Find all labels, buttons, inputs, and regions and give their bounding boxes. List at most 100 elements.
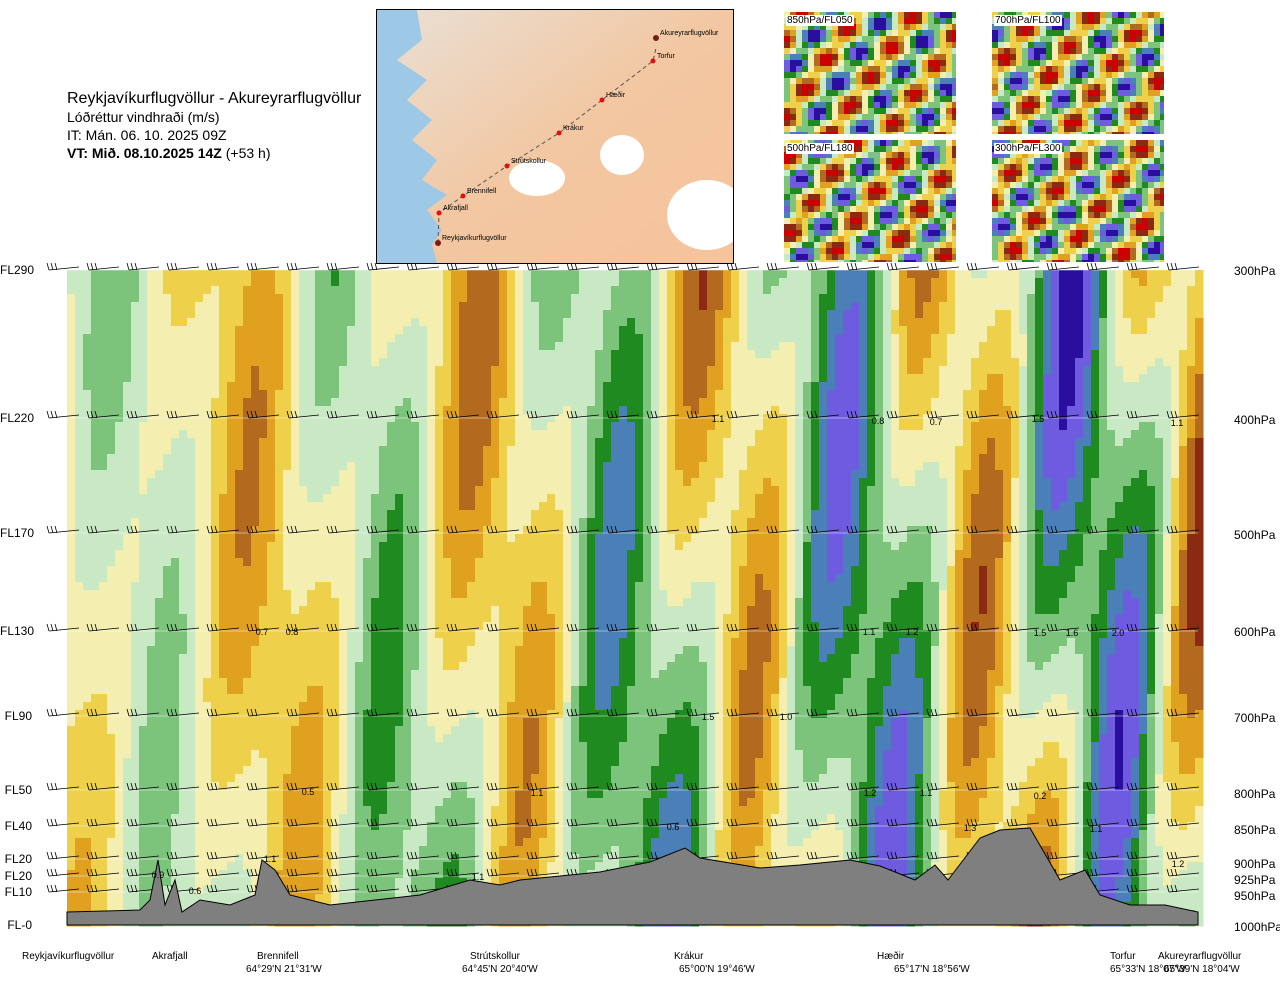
panel-field-cell xyxy=(826,212,833,219)
panel-field-cell xyxy=(790,42,797,49)
field-cell xyxy=(291,790,300,799)
panel-field-cell xyxy=(910,146,917,153)
field-cell xyxy=(107,638,116,647)
field-cell xyxy=(307,638,316,647)
panel-field-cell xyxy=(1154,60,1161,67)
panel-500-field xyxy=(784,140,959,267)
field-cell xyxy=(299,734,308,743)
panel-field-cell xyxy=(856,170,863,177)
field-cell xyxy=(179,422,188,431)
field-cell xyxy=(203,406,212,415)
field-cell xyxy=(83,742,92,751)
panel-field-cell xyxy=(1130,42,1137,49)
field-cell xyxy=(307,566,316,575)
field-cell xyxy=(211,630,220,639)
field-cell xyxy=(243,846,252,855)
field-cell xyxy=(227,774,236,783)
panel-field-cell xyxy=(898,66,905,73)
field-cell xyxy=(243,534,252,543)
field-cell xyxy=(83,454,92,463)
panel-field-cell xyxy=(946,152,953,159)
field-cell xyxy=(195,430,204,439)
panel-field-cell xyxy=(808,200,815,207)
field-cell xyxy=(283,742,292,751)
panel-field-cell xyxy=(856,158,863,165)
panel-field-cell xyxy=(1058,102,1065,109)
panel-field-cell xyxy=(1016,152,1023,159)
panel-field-cell xyxy=(1016,132,1023,139)
panel-field-cell xyxy=(1082,236,1089,243)
field-cell xyxy=(131,518,140,527)
field-cell xyxy=(299,654,308,663)
field-cell xyxy=(131,782,140,791)
field-cell xyxy=(139,478,148,487)
field-cell xyxy=(107,694,116,703)
panel-field-cell xyxy=(826,54,833,61)
field-cell xyxy=(219,734,228,743)
panel-field-cell xyxy=(826,218,833,225)
field-cell xyxy=(99,270,108,279)
panel-field-cell xyxy=(1154,188,1161,195)
field-cell xyxy=(243,694,252,703)
field-cell xyxy=(171,718,180,727)
field-cell xyxy=(267,478,276,487)
panel-field-cell xyxy=(862,188,869,195)
field-cell xyxy=(131,310,140,319)
panel-field-cell xyxy=(1100,200,1107,207)
panel-field-cell xyxy=(946,200,953,207)
panel-field-cell xyxy=(1028,96,1035,103)
field-cell xyxy=(227,758,236,767)
field-cell xyxy=(99,894,108,903)
panel-field-cell xyxy=(1136,30,1143,37)
field-cell xyxy=(299,406,308,415)
field-cell xyxy=(195,870,204,879)
panel-field-cell xyxy=(850,126,857,133)
panel-field-cell xyxy=(1082,108,1089,115)
field-cell xyxy=(299,398,308,407)
panel-field-cell xyxy=(1004,96,1011,103)
panel-field-cell xyxy=(1070,96,1077,103)
panel-field-cell xyxy=(928,96,935,103)
field-cell xyxy=(275,846,284,855)
field-cell xyxy=(131,678,140,687)
panel-field-cell xyxy=(1106,36,1113,43)
panel-field-cell xyxy=(1058,120,1065,127)
panel-field-cell xyxy=(862,230,869,237)
panel-field-cell xyxy=(928,120,935,127)
field-cell xyxy=(235,630,244,639)
panel-field-cell xyxy=(1004,182,1011,189)
waypoint-label: Akrafjall xyxy=(443,205,468,212)
panel-field-cell xyxy=(802,84,809,91)
field-cell xyxy=(179,830,188,839)
field-cell xyxy=(91,894,100,903)
field-cell xyxy=(243,430,252,439)
field-cell xyxy=(219,534,228,543)
panel-field-cell xyxy=(1136,218,1143,225)
field-cell xyxy=(99,726,108,735)
panel-field-cell xyxy=(886,42,893,49)
panel-field-cell xyxy=(1040,30,1047,37)
field-cell xyxy=(123,446,132,455)
panel-field-cell xyxy=(808,188,815,195)
panel-field-cell xyxy=(898,224,905,231)
field-cell xyxy=(203,830,212,839)
field-cell xyxy=(219,334,228,343)
panel-field-cell xyxy=(1040,96,1047,103)
panel-field-cell xyxy=(862,164,869,171)
panel-field-cell xyxy=(880,108,887,115)
panel-field-cell xyxy=(1028,90,1035,97)
panel-field-cell xyxy=(1064,126,1071,133)
panel-field-cell xyxy=(1094,236,1101,243)
field-cell xyxy=(99,518,108,527)
field-cell xyxy=(235,654,244,663)
panel-field-cell xyxy=(1082,224,1089,231)
field-cell xyxy=(251,414,260,423)
field-cell xyxy=(67,614,76,623)
panel-field-cell xyxy=(898,230,905,237)
field-cell xyxy=(131,414,140,423)
field-cell xyxy=(123,550,132,559)
field-cell xyxy=(195,422,204,431)
field-cell xyxy=(75,590,84,599)
panel-field-cell xyxy=(916,78,923,85)
panel-field-cell xyxy=(998,170,1005,177)
